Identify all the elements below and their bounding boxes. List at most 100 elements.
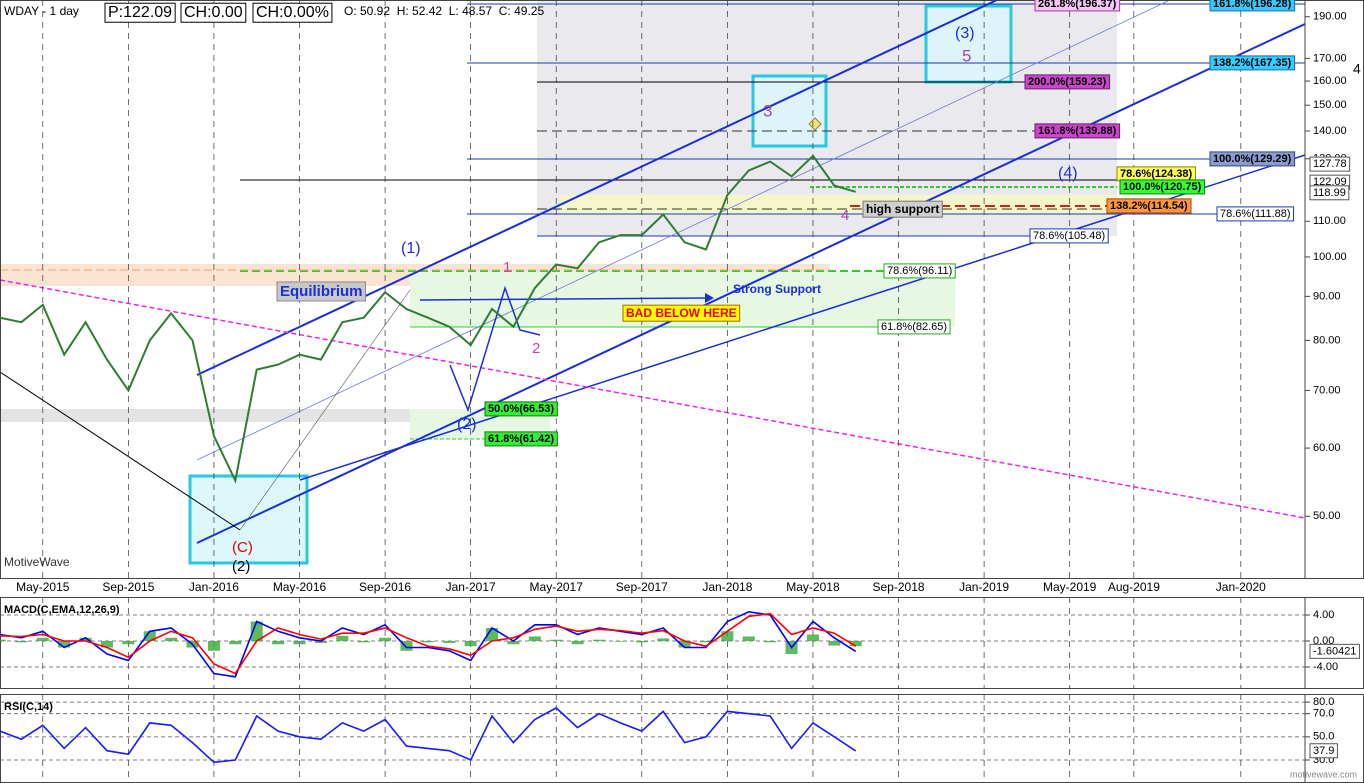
wave-box <box>188 474 309 565</box>
price-marker: 37.9 <box>1313 745 1334 757</box>
x-tick-label: May-2018 <box>786 580 840 594</box>
fib-label: 138.2%(167.35) <box>1213 57 1292 69</box>
label-box <box>104 2 176 23</box>
x-tick-label: Sep-2015 <box>102 580 154 594</box>
series-line <box>0 154 856 484</box>
y-tick-label: -4.00 <box>1313 661 1338 673</box>
fib-label: 78.6%(111.88) <box>1220 208 1291 220</box>
annotation: 5 <box>962 46 971 65</box>
label-box <box>180 2 247 23</box>
annotation: (2) <box>232 558 250 575</box>
label-box <box>862 200 943 218</box>
histogram-bar <box>849 641 862 647</box>
annotation: BAD BELOW HERE <box>626 306 737 320</box>
y-tick-label: 60.00 <box>1313 442 1341 454</box>
histogram-bar <box>678 641 691 648</box>
fib-label: 200.0%(159.23) <box>1028 76 1107 88</box>
price-marker: 122.09 <box>1313 176 1347 188</box>
x-tick-label: Jan-2016 <box>189 580 239 594</box>
label-box <box>484 401 558 417</box>
label-box <box>1309 643 1360 659</box>
x-tick-label: May-2016 <box>273 580 327 594</box>
histogram-bar <box>229 641 242 645</box>
histogram-bar <box>293 641 306 645</box>
y-tick-label: 70.0 <box>1313 708 1334 720</box>
annotation: (4) <box>1058 165 1078 182</box>
histogram-bar <box>143 631 156 642</box>
panel-title: MACD(C,EMA,12,26,9) <box>4 604 120 616</box>
fib-label: 161.8%(139.88) <box>1038 125 1117 137</box>
label-box <box>883 263 956 279</box>
series-line <box>0 610 857 678</box>
symbol: WDAY - 1 day <box>4 4 79 18</box>
header-change-pct: CH:0.00% <box>256 4 329 21</box>
histogram-bar <box>571 641 584 645</box>
x-tick-label: May-2015 <box>16 580 70 594</box>
label-box <box>1034 0 1121 12</box>
y-tick-label: 80.0 <box>1313 696 1334 708</box>
histogram-bar <box>721 631 734 642</box>
y-tick-label: 50.00 <box>1313 510 1341 522</box>
annotation: MotiveWave <box>4 555 70 569</box>
wave-box <box>751 74 828 148</box>
y-tick-label: 190.00 <box>1313 11 1347 23</box>
fib-label: 138.2%(114.54) <box>1110 200 1188 212</box>
label-box <box>1309 743 1338 759</box>
annotation: motivewave.com <box>1290 769 1357 779</box>
histogram-bar <box>79 637 92 642</box>
annotation: 3 <box>763 101 772 120</box>
price-marker: 118.99 <box>1313 187 1346 199</box>
fib-label: 61.8%(61.42) <box>488 433 554 445</box>
y-tick-label: 140.00 <box>1313 125 1347 137</box>
histogram-bar <box>36 637 49 642</box>
series-line <box>0 612 857 675</box>
wave-box <box>924 4 1013 84</box>
fib-label: 78.6%(124.38) <box>1120 168 1192 180</box>
fib-label: 100.0%(120.75) <box>1123 181 1202 193</box>
label-box <box>1119 179 1206 195</box>
histogram-bar <box>100 641 113 648</box>
gray-band <box>0 409 410 422</box>
label-box <box>484 431 558 447</box>
label-box <box>1216 206 1295 222</box>
yellow-band <box>560 195 1117 215</box>
y-tick-label: 80.00 <box>1313 334 1341 346</box>
arrow-head <box>705 293 714 303</box>
diamond-marker <box>808 117 822 131</box>
x-tick-label: May-2017 <box>530 580 584 594</box>
channel-line <box>196 23 1306 544</box>
fib-label: 161.8%(196.28) <box>1213 0 1292 10</box>
label-box <box>1209 55 1296 71</box>
header-change: CH:0.00 <box>184 4 243 21</box>
y-tick-label: 100.00 <box>1313 251 1347 263</box>
trend-line <box>0 371 241 531</box>
label-box <box>877 319 951 335</box>
histogram-bar <box>314 641 327 643</box>
header-ohlc: O: 50.92 H: 52.42 L: 48.57 C: 49.25 <box>344 4 544 18</box>
y-tick-label: 160.00 <box>1313 75 1347 87</box>
text-layer: WDAY - 1 day P:122.09 CH:0.00 CH:0.00% O… <box>4 0 1361 779</box>
histogram-bar <box>593 639 606 642</box>
histogram-bar <box>635 641 648 643</box>
label-box <box>1309 185 1350 201</box>
histogram-bar <box>550 639 563 642</box>
annotation: 2 <box>532 340 540 357</box>
histogram-bar <box>122 641 135 645</box>
fib-label: 78.6%(96.11) <box>887 265 952 277</box>
x-tick-label: Sep-2016 <box>359 580 411 594</box>
x-tick-label: Jan-2020 <box>1216 580 1266 594</box>
histogram-bar <box>379 637 392 642</box>
histogram-bar <box>742 636 755 642</box>
annotation: Strong Support <box>733 282 821 296</box>
label-box <box>1309 156 1351 172</box>
series-line <box>0 706 857 764</box>
fib-label: 78.6%(105.48) <box>1033 230 1105 242</box>
x-tick-label: Sep-2017 <box>616 580 668 594</box>
price-marker: 127.78 <box>1313 158 1347 170</box>
label-box <box>1034 123 1121 139</box>
histogram-bar <box>806 634 819 642</box>
wave-path <box>449 285 541 413</box>
histogram-bar <box>250 621 263 642</box>
histogram-bar <box>207 641 220 651</box>
